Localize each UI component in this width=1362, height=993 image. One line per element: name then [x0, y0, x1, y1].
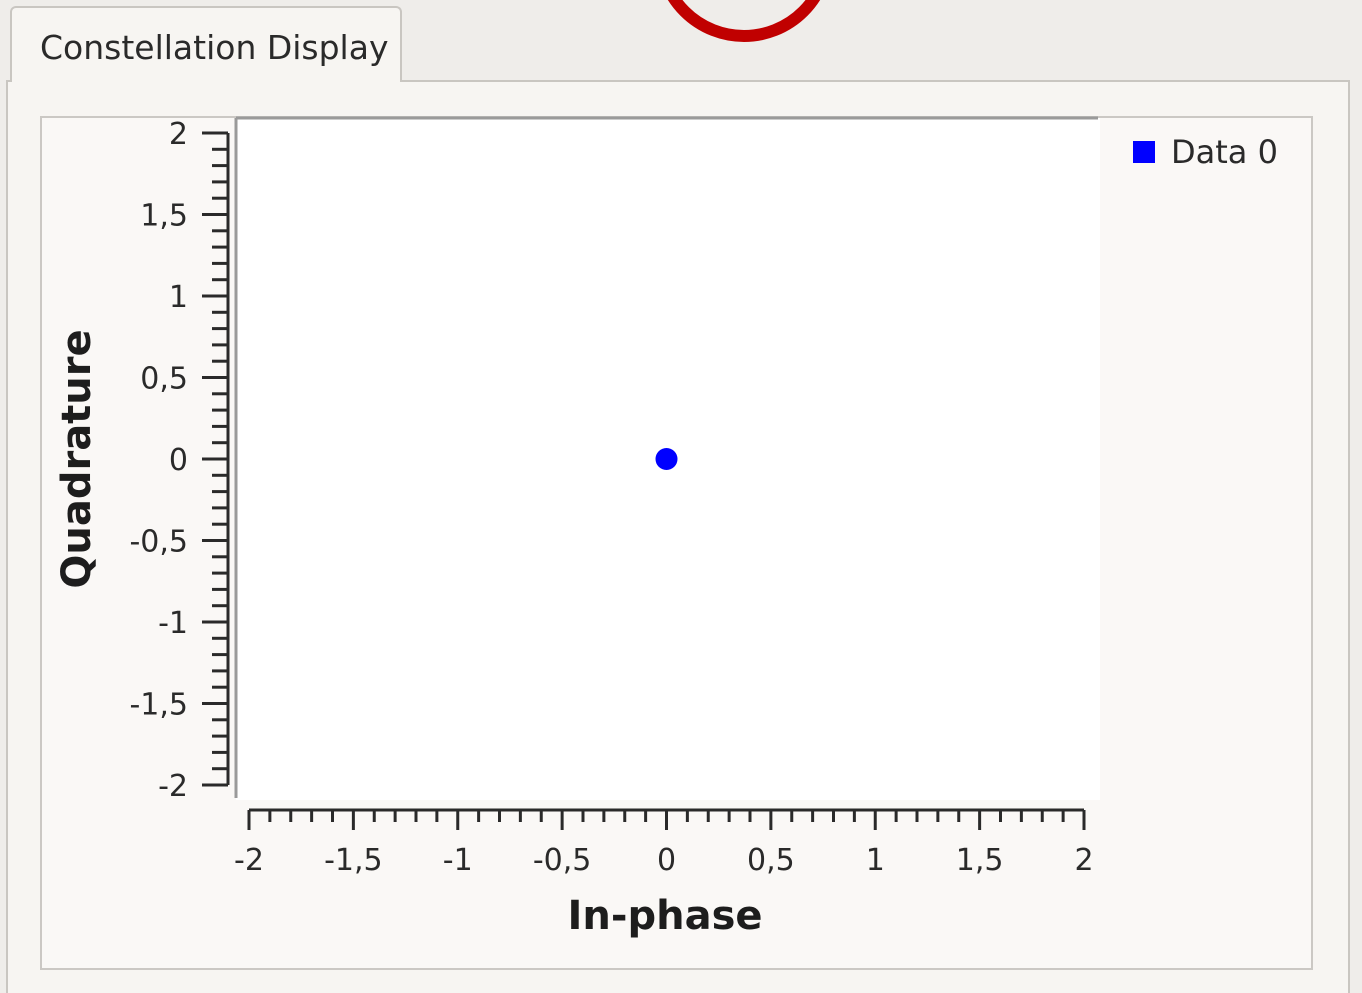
legend: Data 0: [1133, 133, 1278, 171]
y-tick-label: 1: [169, 280, 188, 315]
tab-constellation-display[interactable]: Constellation Display: [10, 6, 402, 82]
y-tick-label: 0,5: [140, 362, 188, 397]
y-tick-label: 1,5: [140, 199, 188, 234]
tab-label: Constellation Display: [40, 28, 389, 67]
y-axis-title: Quadrature: [54, 329, 100, 588]
record-indicator-icon: [667, 0, 821, 42]
y-axis: 2 1,5 1 0,5 0 -0,5 -1 -1,5 -2 Quadrature: [54, 117, 230, 804]
data-point: [655, 448, 678, 470]
x-tick-label: 2: [1074, 843, 1093, 878]
y-tick-label: -1,5: [129, 688, 188, 723]
y-tick-label: -0,5: [129, 525, 188, 560]
y-tick-label: 2: [169, 117, 188, 152]
x-axis: -2 -1,5 -1 -0,5 0 0,5 1 1,5 2 In-phase: [234, 808, 1094, 939]
x-tick-label: 1,5: [956, 843, 1004, 878]
legend-label: Data 0: [1171, 133, 1278, 171]
y-tick-label: 0: [169, 443, 188, 478]
x-axis-title: In-phase: [568, 893, 763, 939]
x-tick-label: 0,5: [747, 843, 795, 878]
x-tick-label: -1: [443, 843, 473, 878]
legend-swatch: [1133, 141, 1155, 163]
y-tick-label: -1: [158, 606, 188, 641]
y-tick-label: -2: [158, 769, 188, 804]
data-points: [655, 448, 678, 470]
x-tick-label: -0,5: [533, 843, 592, 878]
x-tick-label: 0: [657, 843, 676, 878]
x-tick-label: -1,5: [324, 843, 383, 878]
x-tick-label: -2: [234, 843, 264, 878]
x-tick-label: 1: [866, 843, 885, 878]
